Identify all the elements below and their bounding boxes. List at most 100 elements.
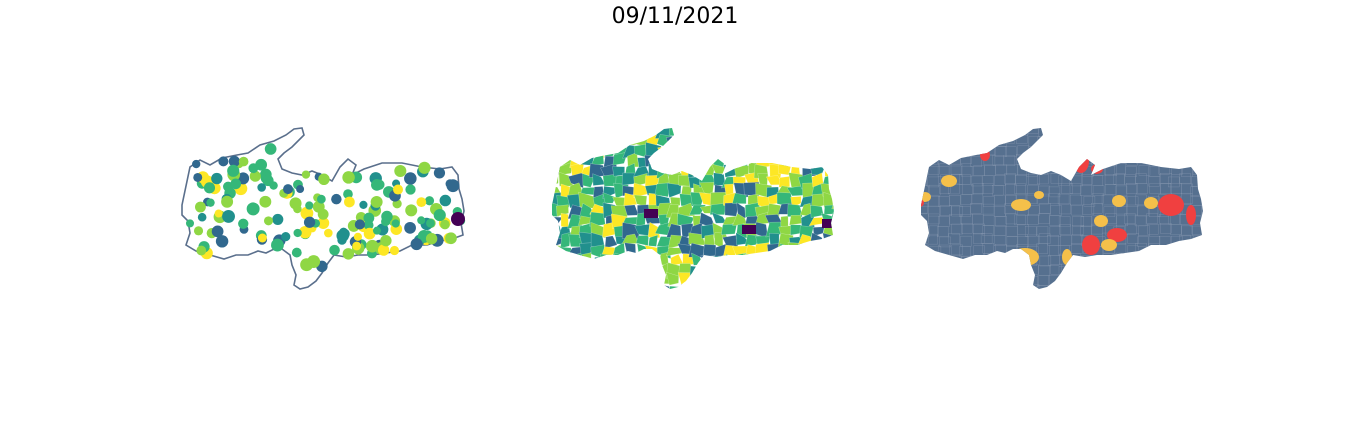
municipality-border	[1158, 273, 1170, 284]
municipality-point	[353, 232, 362, 241]
choropleth-region	[710, 144, 725, 155]
municipality-border	[960, 146, 972, 157]
municipality-border	[1116, 215, 1128, 227]
municipality-border	[1171, 145, 1183, 157]
municipality-border	[937, 264, 950, 275]
choropleth-region	[753, 128, 772, 137]
choropleth-region	[831, 203, 834, 218]
classified-region	[1062, 249, 1072, 265]
municipality-point	[249, 170, 261, 182]
municipality-border	[1126, 135, 1138, 146]
municipality-border	[1070, 135, 1082, 147]
municipality-border	[1159, 128, 1171, 137]
municipality-point	[246, 202, 260, 216]
choropleth-region	[670, 142, 682, 157]
choropleth-region	[766, 265, 779, 279]
municipality-border	[921, 153, 928, 164]
municipality-point	[394, 164, 407, 178]
municipality-border	[921, 284, 927, 289]
choropleth-region	[822, 251, 834, 269]
municipality-border	[1191, 128, 1203, 137]
choropleth-region	[552, 171, 559, 188]
municipality-point	[344, 196, 355, 208]
municipality-border	[1168, 176, 1180, 188]
choropleth-region	[634, 273, 651, 287]
classified-region	[1094, 215, 1108, 227]
choropleth-region	[633, 284, 650, 289]
municipality-border	[1081, 128, 1093, 136]
classified-region	[1112, 195, 1126, 207]
municipality-border	[1080, 275, 1092, 287]
municipality-border	[1203, 265, 1214, 275]
choropleth-region	[808, 261, 826, 275]
municipality-border	[1039, 203, 1051, 214]
municipality-border	[1205, 286, 1216, 296]
municipality-border	[1116, 265, 1128, 276]
municipality-border	[983, 274, 995, 285]
choropleth-region	[648, 234, 658, 247]
choropleth-region	[611, 128, 629, 136]
choropleth-region	[552, 252, 562, 268]
choropleth-region	[556, 204, 569, 217]
municipality-border	[921, 226, 930, 237]
choropleth-region	[579, 141, 596, 156]
municipality-border	[982, 203, 995, 215]
choropleth-region	[789, 133, 805, 145]
municipality-border	[1202, 133, 1203, 144]
classified-region	[1107, 228, 1127, 242]
municipality-border	[959, 246, 971, 257]
municipality-border	[1160, 183, 1172, 195]
municipality-border	[921, 135, 927, 147]
classified-region	[1144, 197, 1158, 209]
municipality-border	[1192, 145, 1203, 156]
municipality-border	[1116, 276, 1128, 287]
municipality-border	[1014, 175, 1027, 186]
choropleth-region	[634, 252, 647, 265]
municipality-point	[257, 183, 266, 192]
municipality-border	[984, 266, 996, 278]
municipality-border	[1049, 215, 1061, 226]
choropleth-region	[644, 209, 658, 218]
choropleth-region	[822, 275, 834, 287]
municipality-point	[263, 216, 273, 226]
choropleth-region	[579, 282, 595, 289]
choropleth-region	[623, 253, 640, 268]
municipality-border	[981, 128, 994, 137]
choropleth-region	[766, 283, 783, 289]
choropleth-region	[732, 192, 747, 204]
municipality-border	[1094, 144, 1106, 155]
municipality-border	[1125, 146, 1137, 157]
municipality-border	[1080, 144, 1092, 155]
municipality-border	[1170, 255, 1182, 266]
choropleth-region	[799, 284, 814, 289]
municipality-border	[1026, 153, 1038, 164]
municipality-border	[1014, 183, 1026, 194]
municipality-border	[1202, 256, 1203, 267]
municipality-border	[1179, 146, 1191, 157]
choropleth-region	[580, 128, 594, 139]
municipality-border	[1071, 204, 1083, 216]
choropleth-region	[733, 128, 751, 139]
municipality-border	[938, 136, 951, 148]
municipality-border	[1104, 184, 1117, 195]
choropleth-region	[601, 128, 618, 139]
choropleth-region	[711, 265, 728, 280]
municipality-point	[363, 227, 376, 240]
municipality-border	[1116, 252, 1128, 264]
municipality-border	[937, 255, 949, 266]
municipality-point	[446, 179, 460, 193]
choropleth-region	[647, 282, 661, 289]
municipality-border	[972, 264, 984, 276]
municipality-border	[1179, 264, 1192, 275]
choropleth-region	[635, 128, 651, 138]
municipality-border	[1190, 244, 1202, 256]
municipality-border	[1124, 254, 1136, 265]
choropleth-region	[779, 128, 789, 139]
classified-region	[1011, 199, 1031, 211]
municipality-border	[1147, 224, 1159, 235]
municipality-point	[363, 212, 375, 224]
choropleth-region	[612, 252, 628, 269]
municipality-border	[1028, 146, 1040, 157]
municipality-border	[1015, 255, 1027, 266]
choropleth-region	[713, 128, 728, 139]
